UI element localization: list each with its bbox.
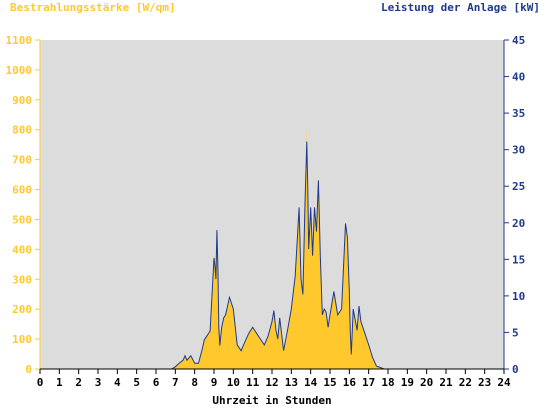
x-tick-label: 23 bbox=[478, 376, 491, 389]
x-tick-label: 6 bbox=[153, 376, 160, 389]
right-tick-label: 20 bbox=[512, 217, 525, 230]
x-tick-label: 11 bbox=[246, 376, 260, 389]
right-tick-label: 5 bbox=[512, 326, 519, 339]
x-tick-label: 20 bbox=[420, 376, 433, 389]
left-tick-label: 100 bbox=[12, 333, 32, 346]
left-tick-label: 1100 bbox=[6, 34, 33, 47]
right-tick-label: 15 bbox=[512, 253, 525, 266]
right-tick-label: 0 bbox=[512, 363, 519, 376]
x-tick-label: 4 bbox=[114, 376, 121, 389]
left-axis-label: Bestrahlungsstärke [W/qm] bbox=[10, 1, 176, 14]
x-tick-label: 24 bbox=[497, 376, 511, 389]
x-tick-label: 13 bbox=[285, 376, 298, 389]
x-tick-label: 9 bbox=[211, 376, 218, 389]
x-axis-label: Uhrzeit in Stunden bbox=[212, 394, 332, 407]
right-tick-label: 40 bbox=[512, 71, 525, 84]
plot-area bbox=[40, 40, 504, 369]
x-tick-label: 18 bbox=[381, 376, 394, 389]
x-tick-label: 22 bbox=[459, 376, 472, 389]
x-tick-label: 19 bbox=[401, 376, 414, 389]
x-tick-label: 15 bbox=[323, 376, 336, 389]
x-tick-label: 0 bbox=[37, 376, 44, 389]
x-tick-label: 7 bbox=[172, 376, 179, 389]
right-tick-label: 25 bbox=[512, 180, 525, 193]
left-tick-label: 300 bbox=[12, 273, 32, 286]
x-tick-label: 17 bbox=[362, 376, 375, 389]
x-tick-label: 16 bbox=[343, 376, 357, 389]
x-tick-label: 10 bbox=[227, 376, 240, 389]
x-tick-label: 14 bbox=[304, 376, 318, 389]
left-tick-label: 1000 bbox=[6, 64, 33, 77]
x-tick-label: 2 bbox=[75, 376, 82, 389]
right-axis-label: Leistung der Anlage [kW] bbox=[381, 1, 540, 14]
left-tick-label: 800 bbox=[12, 124, 32, 137]
left-tick-label: 200 bbox=[12, 303, 32, 316]
x-tick-label: 5 bbox=[133, 376, 140, 389]
x-tick-label: 21 bbox=[439, 376, 453, 389]
left-tick-label: 500 bbox=[12, 213, 32, 226]
left-tick-label: 900 bbox=[12, 94, 32, 107]
left-tick-label: 600 bbox=[12, 184, 32, 197]
right-tick-label: 45 bbox=[512, 34, 525, 47]
left-tick-label: 700 bbox=[12, 154, 32, 167]
right-tick-label: 30 bbox=[512, 144, 525, 157]
left-tick-label: 400 bbox=[12, 243, 32, 256]
right-tick-label: 10 bbox=[512, 290, 525, 303]
x-tick-label: 8 bbox=[191, 376, 198, 389]
power-line bbox=[40, 141, 504, 370]
left-tick-label: 0 bbox=[25, 363, 32, 376]
x-tick-label: 12 bbox=[265, 376, 278, 389]
right-tick-label: 35 bbox=[512, 107, 525, 120]
x-tick-label: 1 bbox=[56, 376, 63, 389]
x-tick-label: 3 bbox=[95, 376, 102, 389]
